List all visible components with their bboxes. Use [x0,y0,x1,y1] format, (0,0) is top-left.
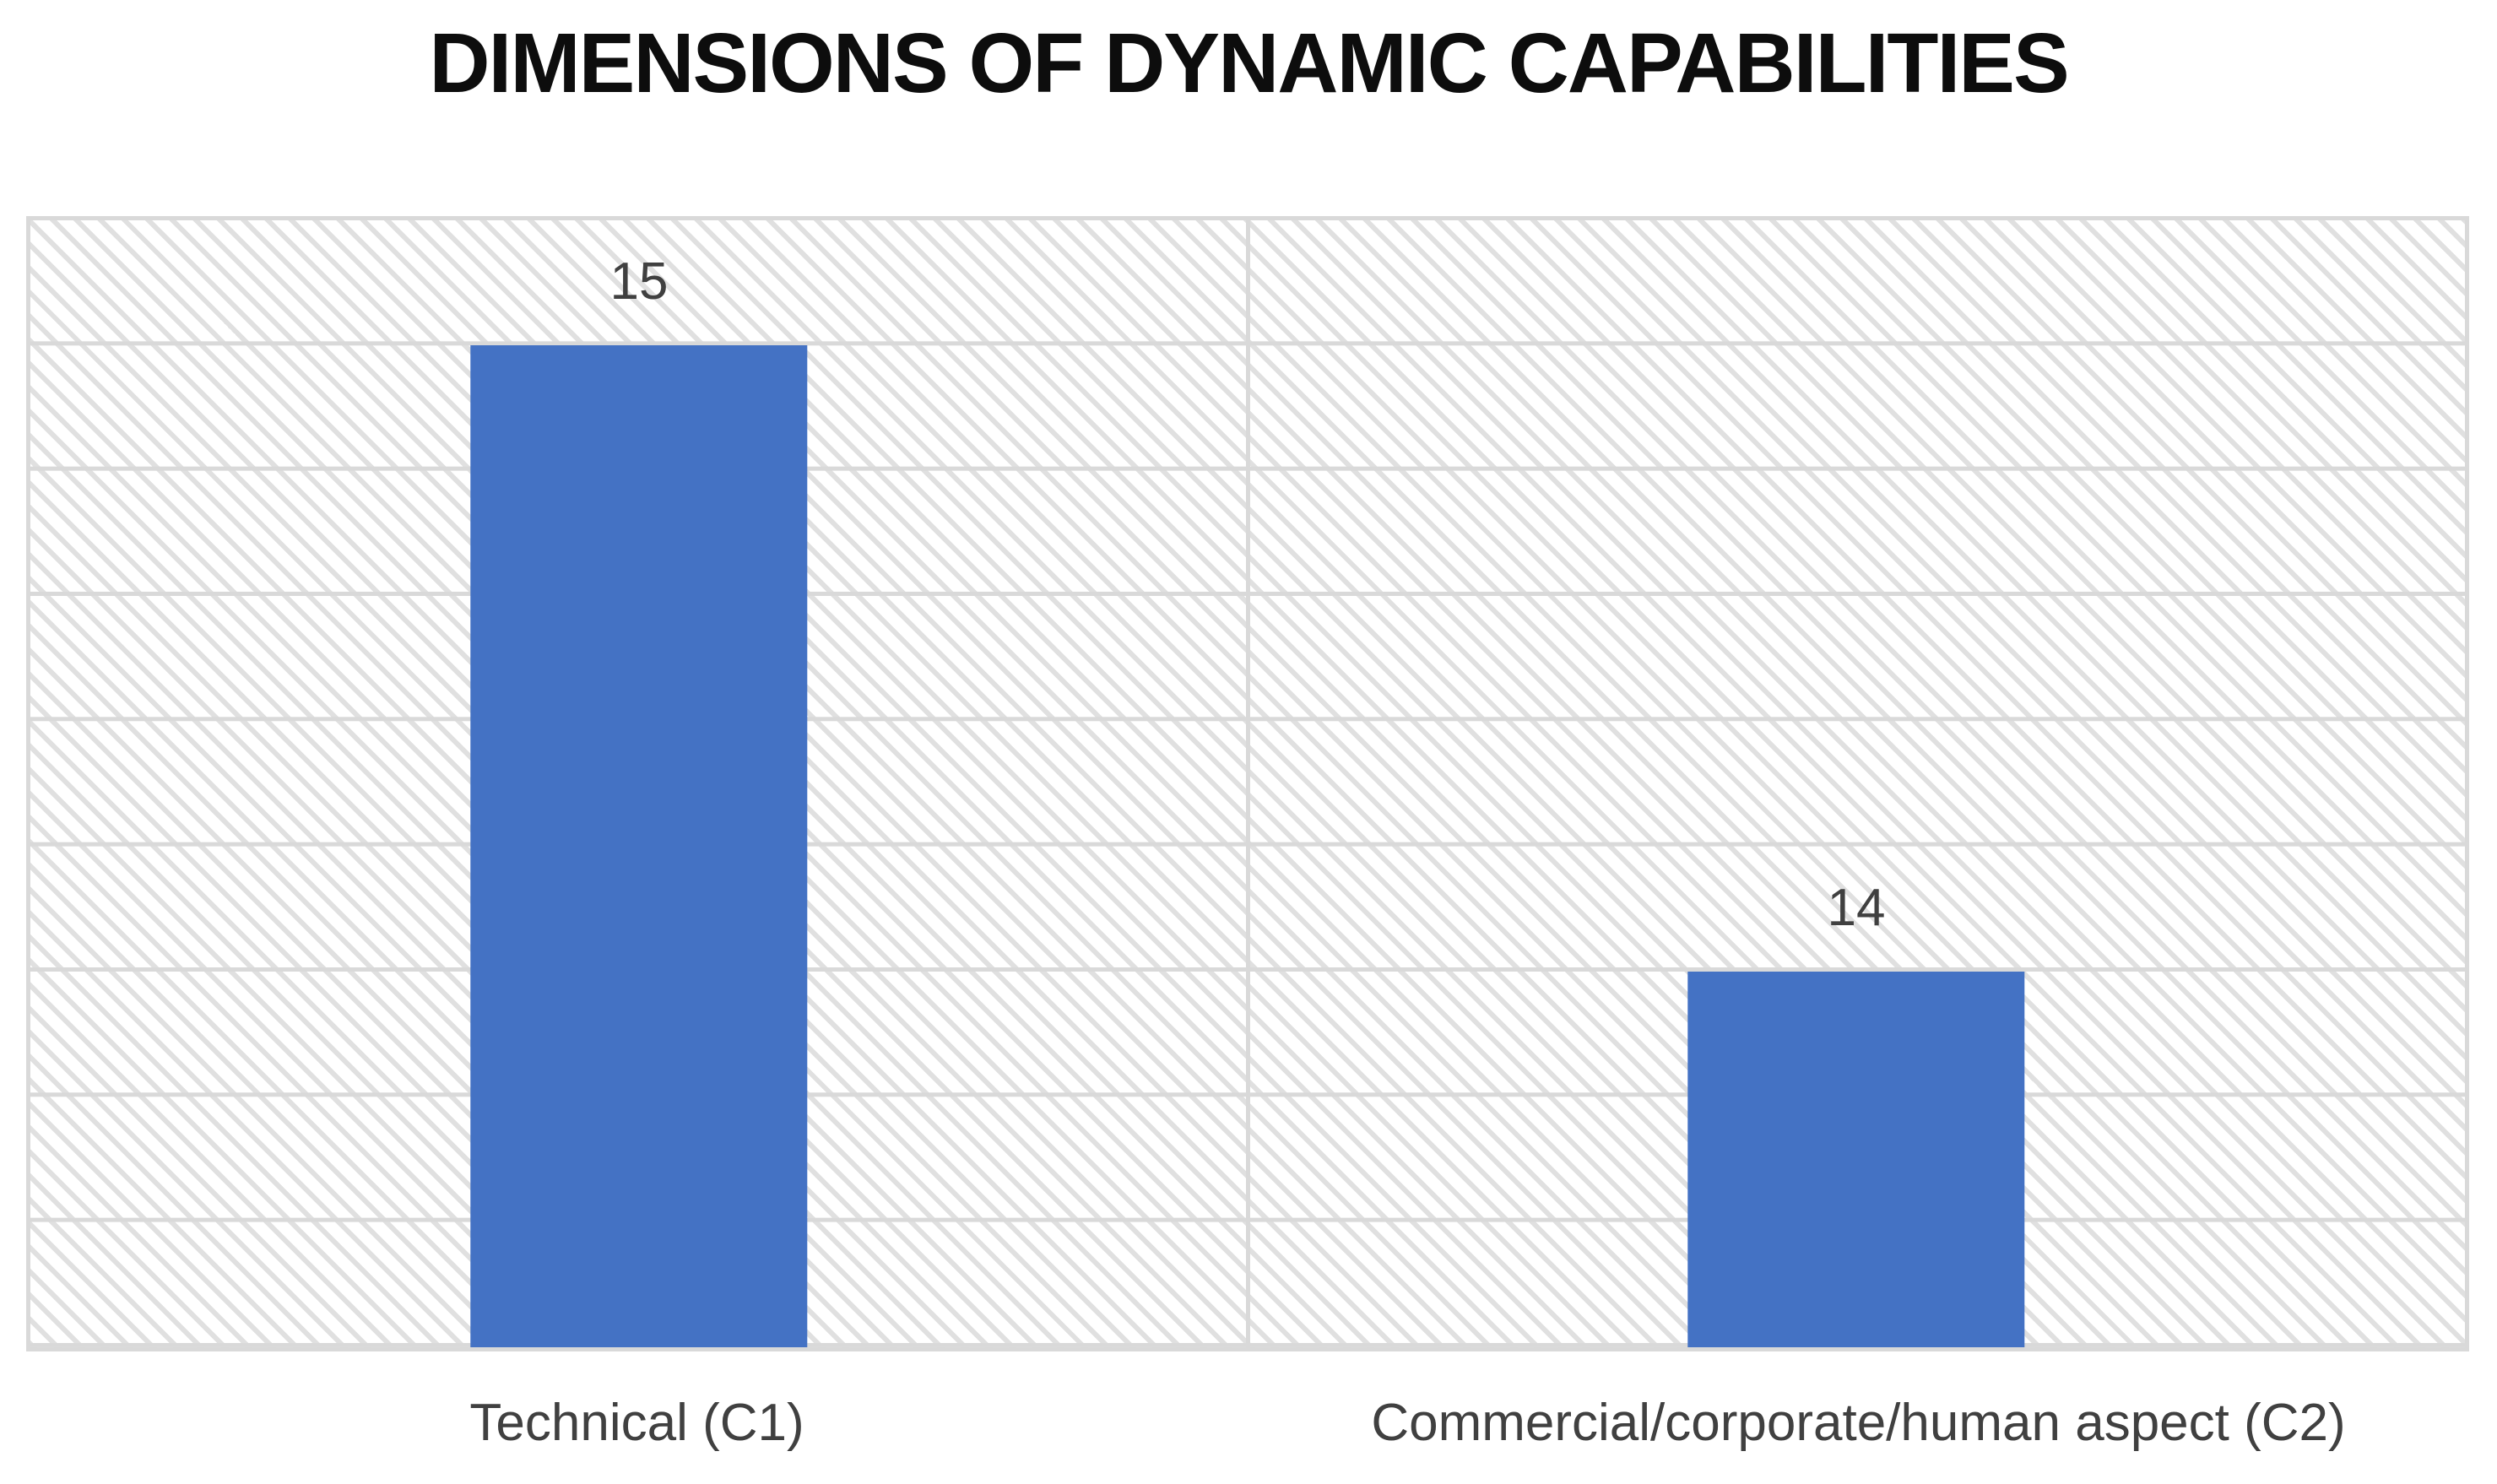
bar-technical [470,345,808,1347]
data-label-commercial: 14 [1827,878,1886,937]
chart-title: DIMENSIONS OF DYNAMIC CAPABILITIES [429,16,2069,111]
bar-group-technical: 15 [30,220,1248,1347]
category-label-technical: Technical (C1) [469,1394,804,1452]
bar-group-commercial: 14 [1248,220,2465,1347]
category-label-commercial: Commercial/corporate/human aspect (C2) [1371,1394,2346,1452]
category-divider-gridline [1245,220,1250,1347]
plot-area: 15 14 [26,216,2469,1351]
data-label-technical: 15 [609,252,669,311]
bar-commercial [1687,972,2025,1347]
category-axis: Technical (C1) Commercial/corporate/huma… [26,1393,2469,1453]
